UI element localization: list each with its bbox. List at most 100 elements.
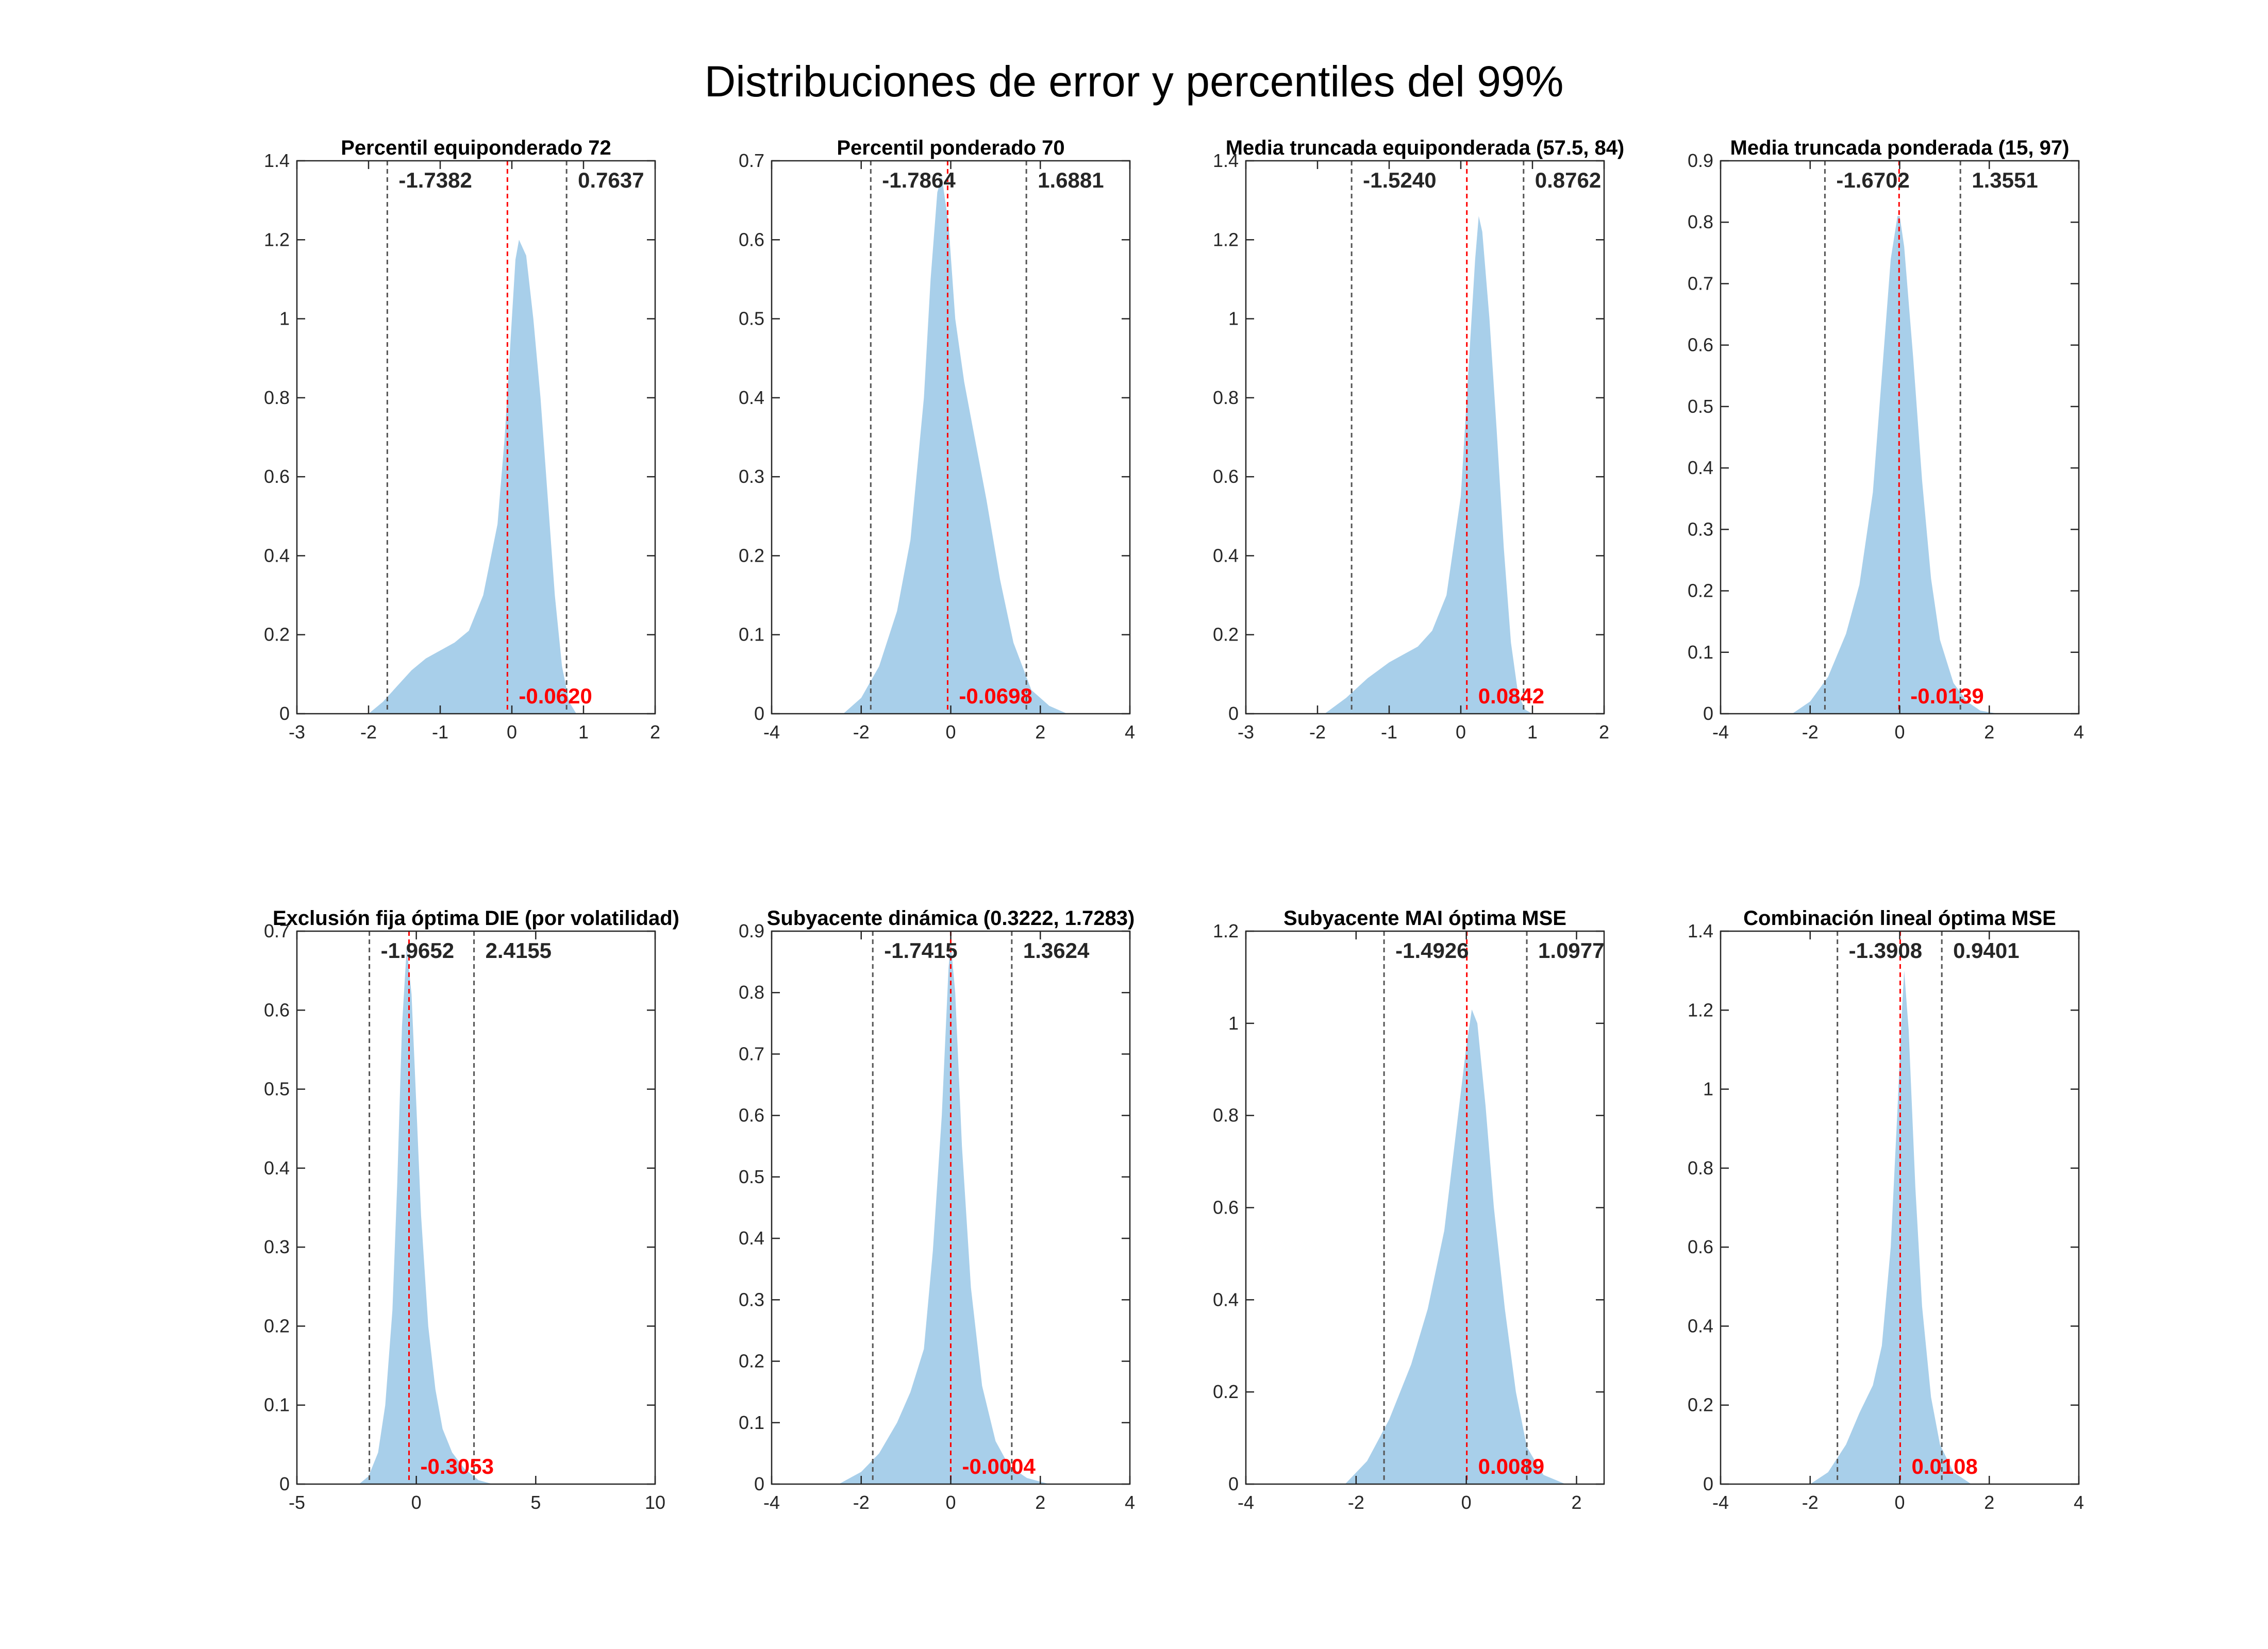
- mean-label: -0.0004: [962, 1454, 1036, 1478]
- lower-percentile-label: -1.4926: [1395, 938, 1469, 963]
- x-tick-label: -2: [360, 721, 377, 743]
- mean-label: 0.0089: [1478, 1454, 1544, 1478]
- x-tick-label: -2: [1802, 1492, 1819, 1513]
- density-area: [1792, 216, 1998, 714]
- y-tick-label: 0: [754, 1473, 764, 1494]
- upper-percentile-label: 2.4155: [486, 938, 552, 963]
- axes-box: [296, 160, 656, 715]
- y-tick-label: 0.4: [1688, 1315, 1713, 1336]
- y-tick-label: 0.9: [739, 920, 764, 941]
- density-area: [369, 240, 577, 714]
- x-tick-label: 4: [1125, 1492, 1135, 1513]
- y-tick-label: 0.4: [264, 545, 290, 566]
- y-tick-label: 0.7: [1688, 273, 1713, 294]
- x-tick-label: 0: [945, 721, 956, 743]
- subplot-title: Percentil equiponderado 72: [341, 137, 611, 159]
- subplot-title: Combinación lineal óptima MSE: [1743, 907, 2056, 930]
- y-tick-label: 0.6: [264, 999, 290, 1020]
- y-tick-label: 1.4: [264, 150, 290, 171]
- mean-label: -0.0620: [519, 684, 592, 708]
- lower-percentile-label: -1.9652: [381, 938, 454, 963]
- x-tick-label: 0: [945, 1492, 956, 1513]
- y-tick-label: 0: [1228, 703, 1239, 724]
- y-tick-label: 0.5: [1688, 396, 1713, 417]
- upper-percentile-label: 1.3624: [1023, 938, 1090, 963]
- subplot-title: Subyacente dinámica (0.3222, 1.7283): [767, 907, 1135, 930]
- x-tick-label: -2: [1802, 721, 1819, 743]
- upper-percentile-label: 0.7637: [578, 168, 644, 192]
- y-tick-label: 0: [279, 1473, 290, 1494]
- y-tick-label: 0.4: [1688, 457, 1713, 478]
- y-tick-label: 1.4: [1213, 150, 1239, 171]
- figure-title: Distribuciones de error y percentiles de…: [704, 57, 1564, 106]
- upper-percentile-label: 1.6881: [1038, 168, 1104, 192]
- x-tick-label: 1: [1527, 721, 1538, 743]
- y-tick-label: 1: [1228, 308, 1239, 329]
- subplot-7: -4 -2 0 2 0 0.2 0.4 0.6 0.8 1 1.2 Subyacente MAI óp…: [1213, 907, 1605, 1513]
- y-tick-label: 0: [754, 703, 764, 724]
- x-tick-label: 2: [1599, 721, 1609, 743]
- x-tick-label: 2: [1035, 1492, 1045, 1513]
- y-tick-label: 1.2: [1213, 229, 1239, 250]
- x-tick-label: 1: [578, 721, 589, 743]
- subplot-8: -4 -2 0 2 4 0 0.2 0.4 0.6 0.8 1 1.2 1.4 Combinación l…: [1688, 907, 2084, 1513]
- y-tick-label: 0.5: [739, 308, 764, 329]
- density-area: [1810, 970, 1972, 1484]
- lower-percentile-label: -1.7864: [882, 168, 956, 192]
- subplot-title: Media truncada equiponderada (57.5, 84): [1226, 137, 1625, 159]
- lower-percentile-label: -1.3908: [1849, 938, 1922, 963]
- x-tick-label: 10: [645, 1492, 665, 1513]
- mean-label: -0.0139: [1910, 684, 1983, 708]
- x-tick-label: 2: [650, 721, 660, 743]
- y-tick-label: 0.6: [739, 1105, 764, 1126]
- mean-label: -0.3053: [421, 1454, 494, 1478]
- mean-label: 0.0842: [1478, 684, 1544, 708]
- y-tick-label: 0: [1703, 703, 1713, 724]
- subplot-4: -4 -2 0 2 4 0 0.1 0.2 0.3 0.4 0.5 0.6 0.7 0.8 0.9 Media…: [1688, 137, 2084, 743]
- lower-percentile-label: -1.6702: [1836, 168, 1909, 192]
- x-tick-label: -5: [289, 1492, 305, 1513]
- y-tick-label: 0.2: [1213, 624, 1239, 645]
- y-tick-label: 0.4: [739, 1227, 764, 1249]
- x-tick-label: -4: [1238, 1492, 1254, 1513]
- upper-percentile-label: 1.3551: [1972, 168, 2038, 192]
- y-tick-label: 0.6: [1688, 334, 1713, 356]
- y-tick-label: 0.8: [1213, 387, 1239, 408]
- y-tick-label: 0: [1228, 1473, 1239, 1494]
- y-tick-label: 0.3: [739, 466, 764, 487]
- y-tick-label: 0: [1703, 1473, 1713, 1494]
- y-tick-label: 1.2: [1213, 920, 1239, 941]
- x-tick-label: 0: [1894, 1492, 1905, 1513]
- subplot-title: Exclusión fija óptima DIE (por volatilid…: [273, 907, 679, 930]
- y-tick-label: 0.4: [264, 1157, 290, 1179]
- y-tick-label: 0.3: [264, 1236, 290, 1257]
- density-area: [843, 176, 1068, 714]
- x-tick-label: -2: [1348, 1492, 1364, 1513]
- axes-box: [1245, 160, 1605, 715]
- y-tick-label: 0.7: [739, 150, 764, 171]
- upper-percentile-label: 0.9401: [1953, 938, 2019, 963]
- density-area: [359, 947, 493, 1484]
- y-tick-label: 0.8: [739, 982, 764, 1003]
- y-tick-label: 0.5: [264, 1079, 290, 1100]
- density-area: [1324, 216, 1532, 714]
- x-tick-label: 0: [507, 721, 517, 743]
- x-tick-label: -3: [1238, 721, 1254, 743]
- y-tick-label: 0.4: [1213, 545, 1239, 566]
- x-tick-label: -4: [1712, 1492, 1729, 1513]
- x-tick-label: -4: [763, 1492, 780, 1513]
- x-tick-label: 5: [530, 1492, 541, 1513]
- y-tick-label: 0.6: [1213, 1197, 1239, 1218]
- x-tick-label: -3: [289, 721, 305, 743]
- y-tick-label: 0.2: [739, 545, 764, 566]
- subplot-1: -3 -2 -1 0 1 2 0 0.2 0.4 0.6 0.8 1 1.2 1.4 Percentil e…: [264, 137, 660, 743]
- y-tick-label: 0.2: [264, 624, 290, 645]
- density-area: [839, 943, 1049, 1484]
- x-tick-label: -4: [763, 721, 780, 743]
- y-tick-label: 0.8: [1688, 211, 1713, 232]
- x-tick-label: 2: [1035, 721, 1045, 743]
- x-tick-label: 0: [1461, 1492, 1472, 1513]
